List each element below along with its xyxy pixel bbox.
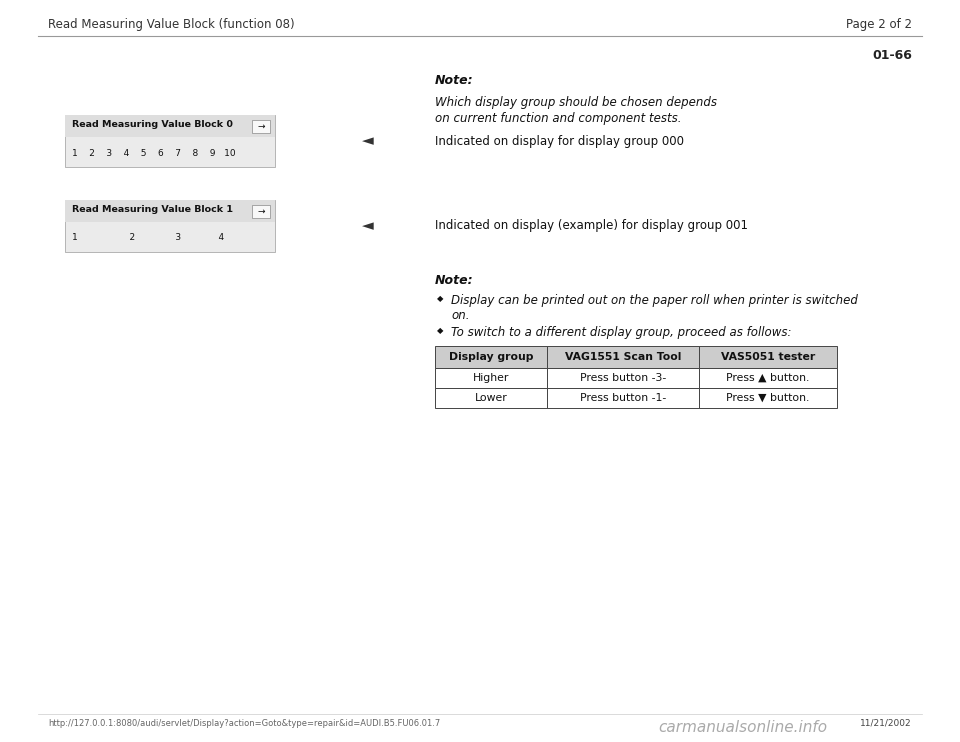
FancyBboxPatch shape: [699, 388, 837, 408]
Text: Indicated on display (example) for display group 001: Indicated on display (example) for displ…: [435, 220, 748, 232]
FancyBboxPatch shape: [65, 115, 275, 137]
Text: Lower: Lower: [474, 393, 508, 403]
Text: Press button -3-: Press button -3-: [580, 373, 666, 383]
Text: ◄: ◄: [362, 134, 373, 148]
Text: Note:: Note:: [435, 74, 473, 87]
Text: carmanualsonline.info: carmanualsonline.info: [658, 720, 828, 735]
FancyBboxPatch shape: [435, 346, 547, 368]
Text: Display group: Display group: [448, 352, 533, 362]
FancyBboxPatch shape: [435, 368, 547, 388]
Text: http://127.0.0.1:8080/audi/servlet/Display?action=Goto&type=repair&id=AUDI.B5.FU: http://127.0.0.1:8080/audi/servlet/Displ…: [48, 719, 441, 728]
FancyBboxPatch shape: [252, 119, 270, 133]
FancyBboxPatch shape: [547, 346, 699, 368]
Text: Which display group should be chosen depends: Which display group should be chosen dep…: [435, 96, 717, 109]
Text: ◆: ◆: [437, 326, 444, 335]
Text: VAS5051 tester: VAS5051 tester: [721, 352, 815, 362]
Text: Press button -1-: Press button -1-: [580, 393, 666, 403]
Text: ◆: ◆: [437, 294, 444, 303]
Text: Press ▼ button.: Press ▼ button.: [727, 393, 809, 403]
Text: To switch to a different display group, proceed as follows:: To switch to a different display group, …: [451, 326, 791, 339]
Text: Read Measuring Value Block 0: Read Measuring Value Block 0: [72, 120, 233, 129]
FancyBboxPatch shape: [547, 388, 699, 408]
Text: Note:: Note:: [435, 274, 473, 287]
FancyBboxPatch shape: [435, 388, 547, 408]
Text: →: →: [257, 206, 265, 215]
Text: 01-66: 01-66: [872, 49, 912, 62]
Text: →: →: [257, 122, 265, 131]
Text: ◄: ◄: [362, 218, 373, 234]
FancyBboxPatch shape: [699, 368, 837, 388]
Text: Page 2 of 2: Page 2 of 2: [846, 18, 912, 31]
Text: 1    2    3    4    5    6    7    8    9   10: 1 2 3 4 5 6 7 8 9 10: [72, 148, 235, 157]
Text: on.: on.: [451, 309, 469, 322]
FancyBboxPatch shape: [65, 200, 275, 222]
Text: 11/21/2002: 11/21/2002: [860, 719, 912, 728]
Text: Read Measuring Value Block 1: Read Measuring Value Block 1: [72, 205, 233, 214]
Text: VAG1551 Scan Tool: VAG1551 Scan Tool: [564, 352, 682, 362]
Text: Display can be printed out on the paper roll when printer is switched: Display can be printed out on the paper …: [451, 294, 858, 307]
FancyBboxPatch shape: [65, 200, 275, 252]
Text: 1                  2              3             4: 1 2 3 4: [72, 234, 224, 243]
Text: Indicated on display for display group 000: Indicated on display for display group 0…: [435, 134, 684, 148]
Text: on current function and component tests.: on current function and component tests.: [435, 112, 682, 125]
FancyBboxPatch shape: [65, 115, 275, 167]
Text: Higher: Higher: [473, 373, 509, 383]
FancyBboxPatch shape: [252, 205, 270, 217]
Text: Read Measuring Value Block (function 08): Read Measuring Value Block (function 08): [48, 18, 295, 31]
Text: Press ▲ button.: Press ▲ button.: [727, 373, 809, 383]
FancyBboxPatch shape: [547, 368, 699, 388]
FancyBboxPatch shape: [699, 346, 837, 368]
